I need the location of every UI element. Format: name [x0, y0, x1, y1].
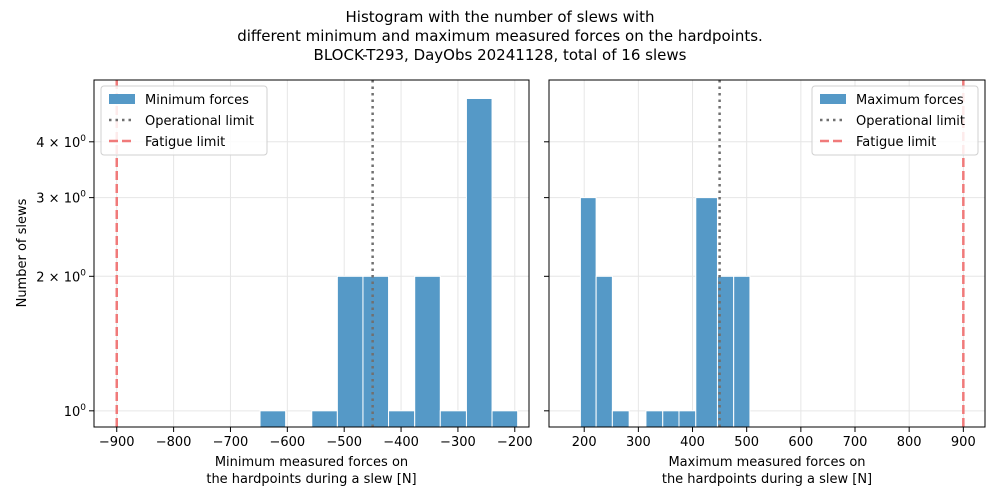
- y-tick-multiplier: 4 ×: [36, 136, 63, 151]
- legend-bar-swatch: [820, 94, 846, 104]
- x-tick-label: −300: [440, 435, 476, 450]
- legend-box: [811, 85, 979, 156]
- x-tick-label: 900: [951, 435, 976, 450]
- histogram-bar: [259, 410, 287, 428]
- histogram-bar: [733, 275, 751, 428]
- title-line: BLOCK-T293, DayObs 20241128, total of 16…: [314, 46, 687, 64]
- y-tick-exponent: 0: [80, 268, 86, 278]
- histogram-bar: [595, 275, 613, 428]
- x-axis-label: the hardpoints during a slew [N]: [662, 472, 872, 487]
- x-tick-label: −500: [326, 435, 362, 450]
- figure-title: Histogram with the number of slews withd…: [237, 8, 763, 64]
- legend-bar-swatch: [109, 94, 135, 104]
- y-tick-label: 4 × 100: [36, 134, 86, 151]
- title-line: different minimum and maximum measured f…: [237, 27, 763, 45]
- legend-label-bars: Minimum forces: [145, 93, 249, 108]
- legend-box: [100, 85, 268, 156]
- histogram-bar: [716, 275, 735, 428]
- y-tick-label: 100: [64, 403, 87, 420]
- y-tick-exponent: 0: [80, 403, 86, 413]
- y-tick-base: 10: [64, 136, 81, 151]
- histogram-bar: [439, 410, 467, 428]
- y-tick-exponent: 0: [80, 134, 86, 144]
- histogram-bar: [491, 410, 519, 428]
- x-tick-label: −200: [497, 435, 533, 450]
- legend-label-fatigue: Fatigue limit: [145, 135, 225, 150]
- x-tick-label: 600: [788, 435, 813, 450]
- x-axis-label: the hardpoints during a slew [N]: [206, 472, 416, 487]
- histogram-bar: [645, 410, 664, 428]
- x-tick-label: 700: [843, 435, 868, 450]
- x-tick-label: 300: [626, 435, 651, 450]
- x-tick-label: 200: [572, 435, 597, 450]
- histogram-bar: [611, 410, 630, 428]
- histogram-bar: [388, 410, 416, 428]
- histogram-bar: [695, 197, 718, 428]
- legend-label-operational: Operational limit: [856, 114, 965, 129]
- histogram-bar: [414, 275, 441, 428]
- x-axis-label: Maximum measured forces on: [668, 455, 865, 470]
- x-tick-label: −800: [156, 435, 192, 450]
- x-tick-label: −900: [99, 435, 135, 450]
- legend-label-fatigue: Fatigue limit: [856, 135, 936, 150]
- legend-label-bars: Maximum forces: [856, 93, 964, 108]
- histogram-bar: [579, 197, 597, 428]
- y-tick-base: 10: [64, 192, 81, 207]
- title-line: Histogram with the number of slews with: [346, 8, 655, 26]
- histogram-bar: [362, 275, 390, 428]
- y-axis-label: Number of slews: [15, 198, 30, 307]
- histogram-bar: [336, 275, 364, 428]
- y-tick-label: 2 × 100: [36, 268, 86, 285]
- histogram-bar: [465, 97, 493, 428]
- x-axis-label: Minimum measured forces on: [215, 455, 408, 470]
- histogram-bar: [311, 410, 338, 428]
- y-tick-exponent: 0: [80, 190, 86, 200]
- x-tick-label: 500: [734, 435, 759, 450]
- y-tick-base: 10: [64, 270, 81, 285]
- x-tick-label: 800: [897, 435, 922, 450]
- y-tick-multiplier: 3 ×: [36, 192, 63, 207]
- y-tick-label: 3 × 100: [36, 190, 86, 207]
- histogram-bar: [662, 410, 680, 428]
- y-tick-base: 10: [64, 405, 81, 420]
- x-tick-label: −700: [213, 435, 249, 450]
- legend: Maximum forces Operational limit Fatigue l…: [811, 85, 979, 156]
- axes-frame: [548, 79, 986, 428]
- legend: Minimum forces Operational limit Fatigue l…: [100, 85, 268, 156]
- legend-label-operational: Operational limit: [145, 114, 254, 129]
- x-tick-label: −600: [269, 435, 305, 450]
- x-tick-label: 400: [680, 435, 705, 450]
- right-panel-max-forces: 200 300 400 500 600 700 800 900 Maximum measured…: [544, 79, 986, 487]
- x-tick-label: −400: [383, 435, 419, 450]
- y-tick-multiplier: 2 ×: [36, 270, 63, 285]
- histogram-bar: [678, 410, 697, 428]
- axes-frame: [93, 79, 530, 428]
